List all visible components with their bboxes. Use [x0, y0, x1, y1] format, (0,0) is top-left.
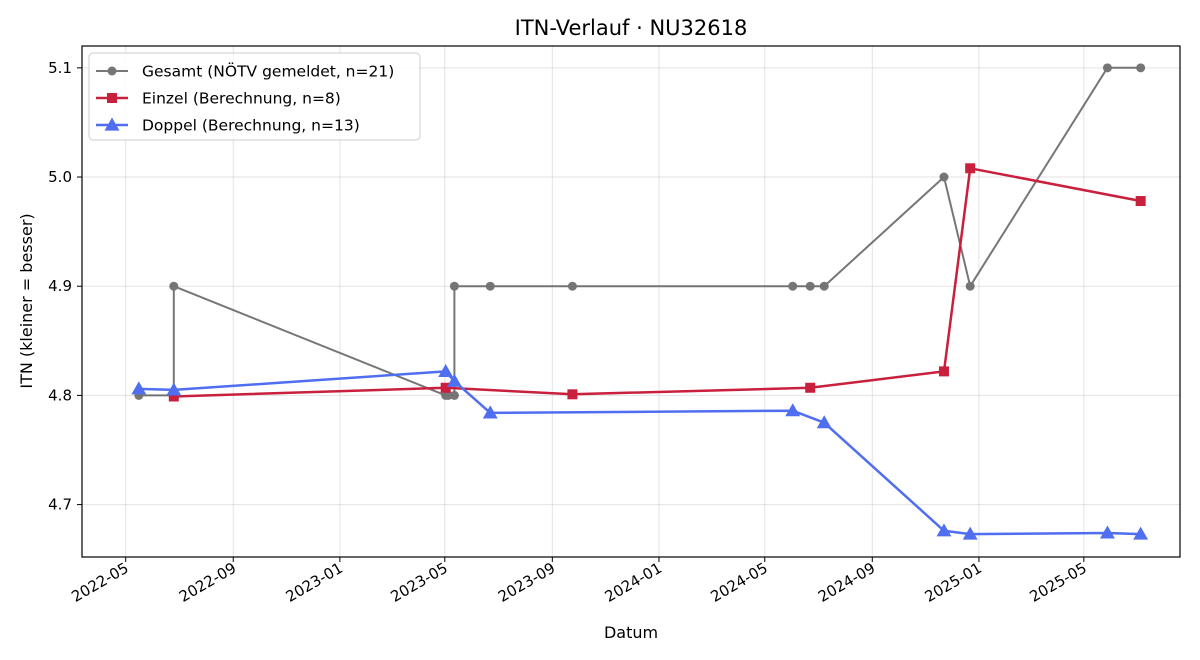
data-point	[485, 281, 495, 291]
plot-frame	[81, 45, 1181, 558]
y-tick-label: 5.0	[48, 168, 72, 186]
series-triangle	[131, 363, 1149, 540]
data-point	[1135, 196, 1146, 207]
data-point	[785, 403, 801, 417]
x-tick-label: 2025-01	[922, 559, 985, 606]
x-tick-label: 2024-01	[602, 559, 665, 606]
series-line	[173, 167, 1141, 398]
data-point	[1136, 63, 1146, 73]
data-point	[567, 389, 578, 400]
data-point	[449, 390, 459, 400]
data-point	[446, 373, 462, 387]
y-tick-label: 4.9	[48, 277, 72, 295]
legend-entry	[96, 66, 128, 76]
data-point	[962, 526, 978, 540]
data-point	[965, 281, 975, 291]
chart-title: ITN-Verlauf · NU32618	[515, 16, 748, 40]
data-point	[168, 391, 179, 402]
y-tick-label: 4.7	[48, 496, 72, 514]
series-circle	[134, 63, 1146, 400]
data-point	[438, 363, 454, 377]
data-point	[482, 405, 498, 419]
legend: Gesamt (NÖTV gemeldet, n=21) Einzel (Bere…	[88, 52, 421, 141]
data-point	[936, 523, 952, 537]
axis-ticks: 4.7 4.8 4.9 5.0 5.1 2022-05 2022-09 2023-01 2023…	[48, 59, 1090, 606]
data-point	[449, 281, 459, 291]
data-point	[805, 281, 815, 291]
x-axis-label: Datum	[604, 623, 658, 642]
legend-label: Doppel (Berechnung, n=13)	[142, 117, 360, 135]
y-tick-label: 5.1	[48, 59, 72, 77]
x-tick-label: 2025-05	[1027, 559, 1090, 606]
data-point	[1100, 525, 1115, 539]
data-point	[805, 382, 816, 393]
series-line	[138, 66, 1141, 397]
x-tick-label: 2022-05	[68, 559, 131, 606]
data-point	[1133, 526, 1149, 540]
x-tick-label: 2022-09	[176, 559, 239, 606]
y-axis-label: ITN (kleiner = besser)	[17, 213, 36, 388]
data-point	[567, 281, 577, 291]
data-point	[1102, 63, 1112, 73]
data-point	[440, 382, 451, 393]
data-point	[939, 172, 949, 182]
legend-marker	[107, 93, 117, 103]
data-point	[816, 415, 832, 429]
data-point	[788, 281, 798, 291]
y-tick-label: 4.8	[48, 386, 72, 404]
legend-entry	[96, 117, 128, 131]
legend-marker	[107, 66, 117, 76]
data-point	[938, 366, 949, 377]
legend-label: Einzel (Berechnung, n=8)	[142, 90, 341, 108]
data-point	[166, 382, 182, 396]
legend-label: Gesamt (NÖTV gemeldet, n=21)	[142, 62, 394, 81]
data-point	[965, 163, 976, 174]
x-tick-label: 2023-05	[388, 559, 451, 606]
x-tick-label: 2023-09	[495, 559, 558, 606]
series-square	[168, 163, 1146, 402]
legend-entry	[96, 93, 128, 103]
data-point	[819, 281, 829, 291]
legend-marker	[104, 117, 120, 131]
x-tick-label: 2024-05	[707, 559, 770, 606]
x-tick-label: 2023-01	[283, 559, 346, 606]
data-point	[131, 381, 147, 395]
series-layer	[131, 63, 1149, 540]
x-tick-label: 2024-09	[815, 559, 878, 606]
data-point	[169, 281, 179, 291]
legend-box	[88, 52, 421, 141]
